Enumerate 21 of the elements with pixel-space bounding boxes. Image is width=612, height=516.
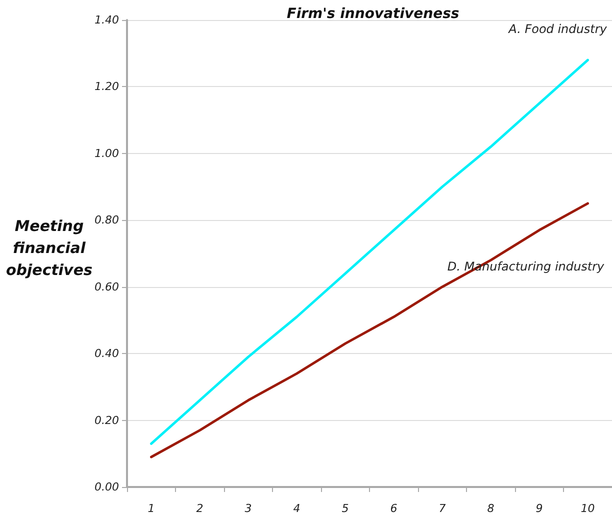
x-tick-label: 1 [148, 502, 155, 515]
x-tick-label: 8 [487, 502, 494, 515]
x-tick-label: 10 [580, 502, 595, 515]
y-tick-label: 0.40 [94, 347, 119, 360]
y-tick-label: 1.00 [94, 146, 119, 160]
y-tick-label: 0.60 [94, 280, 119, 294]
chart-title: Firm's innovativeness [286, 6, 460, 22]
y-tick-label: 0.00 [94, 480, 119, 494]
y-axis-title: Meeting financial objectives [6, 217, 93, 279]
x-tick-label: 4 [293, 502, 300, 515]
x-tick-label: 9 [536, 502, 543, 515]
y-tick-label: 0.80 [94, 214, 119, 227]
y-tick-label: 1.40 [94, 14, 119, 26]
y-tick-label: 0.20 [94, 414, 119, 427]
x-tick-label: 6 [390, 502, 398, 515]
text: A. Food industry [508, 22, 608, 36]
x-tick-label: 3 [244, 502, 252, 515]
y-tick-label: 1.20 [94, 80, 119, 94]
x-tick-label: 7 [438, 502, 446, 515]
x-tick-label: 5 [342, 502, 349, 515]
x-tick-label: 2 [196, 502, 204, 515]
